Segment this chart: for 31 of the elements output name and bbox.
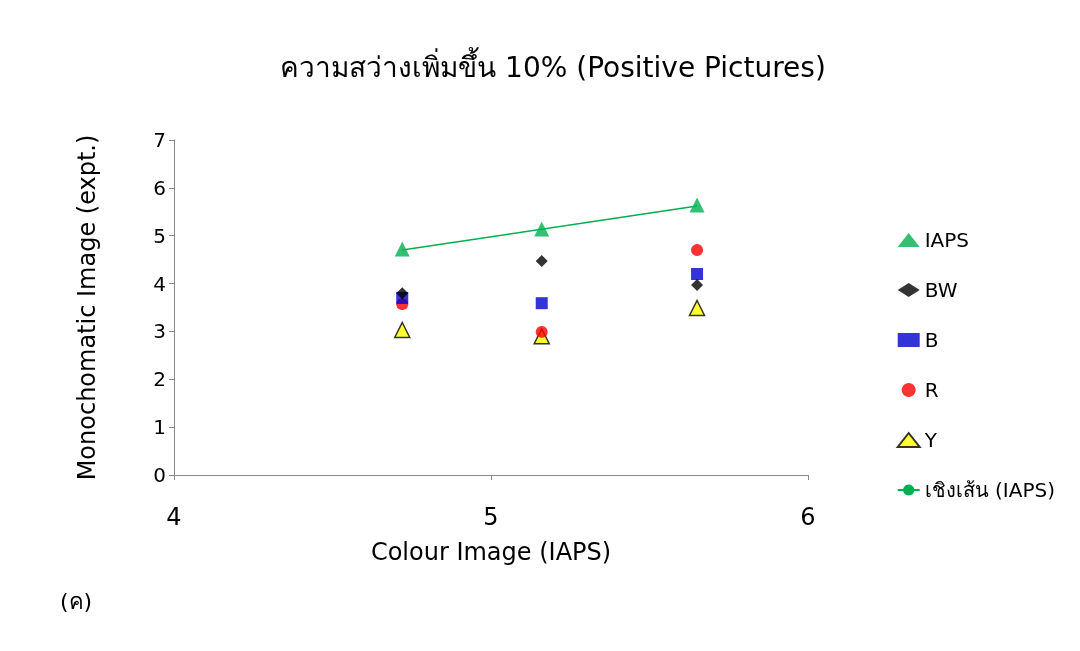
- text: (ค): [60, 588, 93, 614]
- point: [691, 279, 704, 292]
- x-axis-title: Colour Image (IAPS): [370, 538, 612, 566]
- legend-label: R: [924, 378, 939, 402]
- y-tick-label: 6: [153, 175, 166, 200]
- point: [535, 297, 548, 310]
- legend-label: IAPS: [924, 228, 970, 252]
- point: [535, 255, 548, 268]
- y-tick-label: 0: [153, 463, 166, 487]
- legend-label: B: [924, 328, 939, 352]
- y-tick-label: 3: [153, 319, 166, 344]
- x-tick-label: 6: [800, 503, 816, 531]
- point: [689, 197, 705, 213]
- point: [393, 321, 411, 339]
- point: [394, 241, 410, 257]
- point: [396, 287, 409, 300]
- legend-label: Y: [923, 428, 938, 452]
- y-tick-label: 5: [153, 223, 166, 248]
- point: [691, 244, 704, 257]
- point: [688, 299, 706, 317]
- y-tick-label: 1: [153, 415, 166, 440]
- y-tick-label: 7: [153, 128, 166, 152]
- chart-title: ความสว่างเพิ่มขึ้น 10% (Positive Pictures): [280, 46, 826, 84]
- y-tick-label: 4: [153, 271, 166, 296]
- point: [534, 221, 550, 237]
- x-tick-label: 5: [483, 503, 499, 531]
- legend-label: BW: [924, 278, 958, 302]
- point: [691, 268, 704, 280]
- legend-label: เชิงเส้น (IAPS): [924, 478, 1056, 502]
- y-axis-title: Monochomatic Image (expt.): [73, 134, 101, 481]
- y-tick-label: 2: [153, 367, 166, 392]
